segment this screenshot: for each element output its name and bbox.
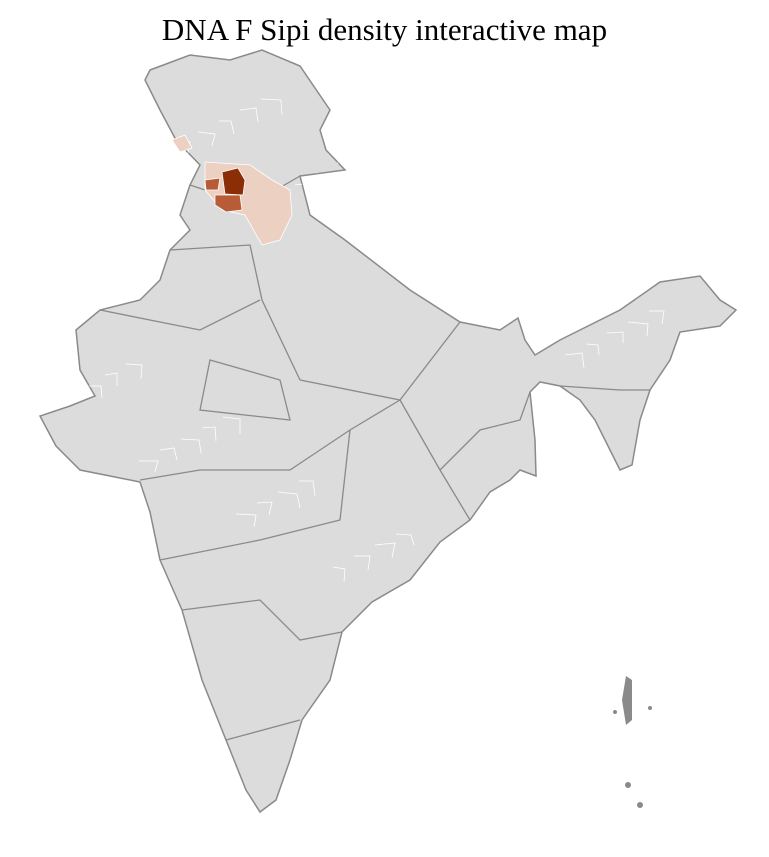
district-highest[interactable] (221, 167, 246, 196)
district-border-line (125, 363, 143, 380)
district-border-line (139, 460, 159, 473)
district-border-line (142, 756, 160, 773)
andaman-nicobar-islands (613, 676, 652, 808)
district-border-line (79, 87, 93, 99)
district-border-line (412, 226, 428, 245)
district-border-line (260, 98, 283, 116)
district-border-line (159, 447, 178, 461)
district-border-line (239, 107, 259, 123)
district-border-line (450, 608, 469, 626)
district-border-line (564, 352, 585, 369)
district-border-line (489, 290, 510, 306)
district-border-line (682, 396, 699, 411)
district-low[interactable] (171, 134, 193, 153)
district-border-line (374, 542, 396, 559)
district-border-line (551, 256, 567, 270)
state-border-line (559, 385, 650, 391)
district-border-line (164, 745, 184, 760)
district-border-line (391, 236, 412, 252)
district-border-line (454, 202, 472, 215)
district-border-line (606, 331, 624, 343)
district-border-line (256, 501, 273, 516)
state-border-line (225, 719, 301, 741)
district-border-line (354, 555, 371, 571)
district-border-line (569, 650, 583, 663)
district-border-line (530, 268, 551, 282)
state-border-line (139, 399, 401, 481)
district-border-line (624, 725, 642, 737)
district-border-line (644, 712, 666, 725)
district-border-line (665, 703, 681, 717)
district-border-line (492, 586, 510, 601)
district-border-line (315, 173, 330, 190)
district-border-line (222, 416, 241, 434)
district-border-line (180, 438, 202, 454)
district-border-line (429, 617, 444, 632)
district-border-line (299, 480, 316, 497)
district-high[interactable] (204, 177, 221, 191)
state-border-line (199, 359, 291, 421)
map-title: DNA F Sipi density interactive map (161, 12, 608, 47)
district-border-line (471, 596, 485, 608)
district-border-line (235, 513, 257, 528)
district-border-line (627, 321, 649, 337)
district-border-line (121, 766, 145, 780)
district-border-line (84, 385, 103, 399)
district-border-line (277, 491, 301, 509)
district-border-line (686, 691, 706, 706)
district-border-line (467, 301, 486, 319)
district-border-line (332, 566, 346, 583)
state-border-line (159, 429, 351, 561)
district-border-line (509, 277, 526, 289)
highlighted-districts[interactable] (171, 134, 293, 246)
district-border-line (197, 131, 216, 147)
state-border-line (181, 599, 343, 641)
state-border-line (99, 299, 261, 331)
district-border-line (104, 372, 118, 386)
district-border-line (661, 406, 684, 418)
district-border-line (649, 310, 665, 325)
state-border-line (439, 391, 531, 471)
district-border-line (526, 671, 543, 688)
district-border-line (434, 215, 453, 227)
district-border-line (100, 778, 121, 792)
district-border-line (585, 343, 600, 356)
district-border-line (201, 426, 217, 442)
state-border-line (169, 244, 301, 381)
district-border-line (589, 637, 608, 651)
district-border-line (219, 120, 235, 135)
district-border-line (547, 661, 567, 674)
district-border-line (357, 151, 373, 165)
district-border-line (395, 533, 415, 546)
